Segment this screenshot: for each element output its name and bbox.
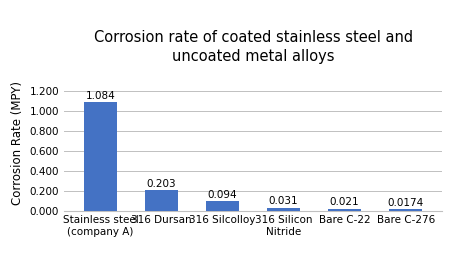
Bar [388, 209, 421, 211]
Bar [205, 201, 239, 211]
Text: 0.094: 0.094 [207, 190, 237, 200]
Text: 0.203: 0.203 [147, 179, 176, 189]
Title: Corrosion rate of coated stainless steel and
uncoated metal alloys: Corrosion rate of coated stainless steel… [93, 30, 412, 65]
Text: 0.0174: 0.0174 [387, 198, 423, 208]
Bar [84, 102, 117, 211]
Text: 1.084: 1.084 [86, 91, 115, 101]
Text: 0.031: 0.031 [268, 196, 298, 206]
Y-axis label: Corrosion Rate (MPY): Corrosion Rate (MPY) [11, 81, 24, 205]
Bar [266, 208, 300, 211]
Bar [144, 190, 178, 211]
Bar [327, 208, 361, 211]
Text: 0.021: 0.021 [329, 197, 359, 207]
